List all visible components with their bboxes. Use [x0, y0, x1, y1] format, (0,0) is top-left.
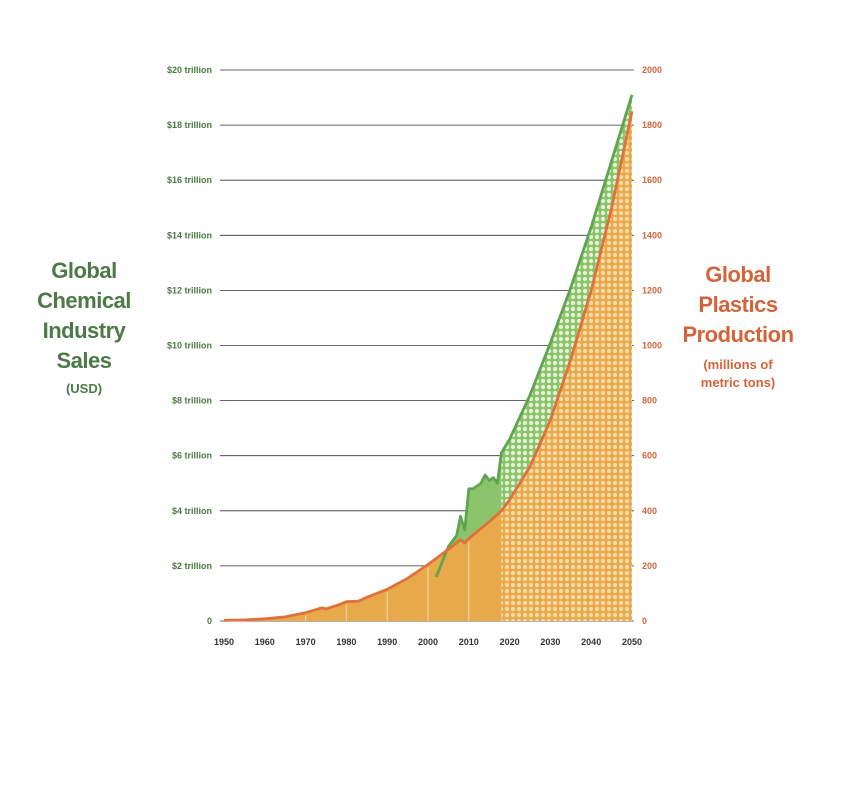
left-title-line-1: Global — [51, 258, 117, 283]
right-title-unit-line-2: metric tons) — [700, 375, 776, 390]
right-title-line-2: Plastics — [698, 292, 778, 317]
left-title-line-2: Chemical — [37, 288, 131, 313]
x-tick-label: 2030 — [540, 637, 560, 647]
x-tick-label: 1980 — [336, 637, 356, 647]
left-tick-label: $20 trillion — [167, 65, 212, 75]
right-tick-label: 1000 — [642, 341, 662, 351]
plastics-area-projected — [501, 111, 632, 622]
x-tick-label: 2040 — [581, 637, 601, 647]
x-tick-label: 2000 — [418, 637, 438, 647]
left-tick-label: $16 trillion — [167, 175, 212, 185]
right-tick-label: 1600 — [642, 175, 662, 185]
right-tick-label: 600 — [642, 451, 657, 461]
right-tick-label: 400 — [642, 506, 657, 516]
left-tick-label: 0 — [207, 616, 212, 626]
x-tick-label: 2010 — [459, 637, 479, 647]
x-tick-label: 1960 — [255, 637, 275, 647]
right-tick-label: 0 — [642, 616, 647, 626]
right-tick-label: 1400 — [642, 230, 662, 240]
left-tick-label: $8 trillion — [172, 396, 212, 406]
right-title-unit-line-1: (millions of — [703, 357, 773, 372]
right-tick-label: 1200 — [642, 285, 662, 295]
x-tick-label: 2020 — [500, 637, 520, 647]
right-tick-label: 800 — [642, 396, 657, 406]
right-title-line-3: Production — [682, 322, 794, 347]
left-tick-label: $2 trillion — [172, 561, 212, 571]
left-tick-label: $10 trillion — [167, 341, 212, 351]
plastics-area-historical — [224, 510, 502, 621]
right-axis-title: Global Plastics Production (millions of … — [678, 260, 798, 392]
right-tick-label: 200 — [642, 561, 657, 571]
left-axis-title: Global Chemical Industry Sales (USD) — [20, 256, 148, 398]
left-tick-label: $4 trillion — [172, 506, 212, 516]
x-tick-label: 1990 — [377, 637, 397, 647]
left-title-line-4: Sales — [56, 348, 113, 373]
left-title-unit: (USD) — [65, 381, 103, 396]
left-tick-label: $12 trillion — [167, 285, 212, 295]
right-title-line-1: Global — [705, 262, 771, 287]
left-tick-label: $18 trillion — [167, 120, 212, 130]
left-title-line-3: Industry — [42, 318, 126, 343]
left-tick-label: $6 trillion — [172, 451, 212, 461]
right-tick-label: 1800 — [642, 120, 662, 130]
x-tick-label: 1970 — [296, 637, 316, 647]
left-tick-label: $14 trillion — [167, 230, 212, 240]
chemical-area-projected — [501, 94, 632, 511]
x-tick-label: 1950 — [214, 637, 234, 647]
right-tick-label: 2000 — [642, 65, 662, 75]
x-tick-label: 2050 — [622, 637, 642, 647]
